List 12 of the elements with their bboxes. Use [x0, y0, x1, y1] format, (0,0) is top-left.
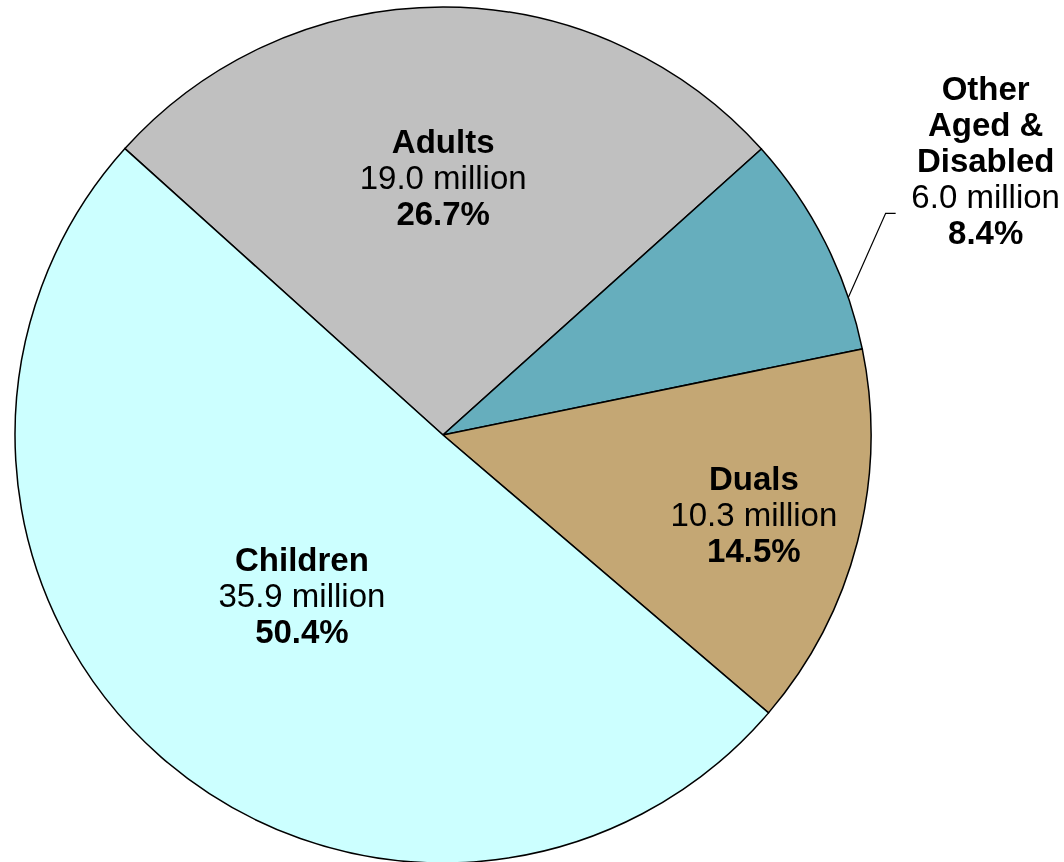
text: 8.4% — [948, 214, 1024, 252]
text: 26.7% — [396, 195, 490, 233]
data-label: 6.0 million — [911, 178, 1060, 216]
slice-label: Duals — [708, 460, 799, 498]
text: 14.5% — [707, 532, 801, 570]
data-label: 35.9 million — [218, 576, 386, 614]
slice-label: Children — [235, 540, 369, 578]
slice-label: Other Aged & Disabled — [916, 70, 1055, 180]
slice-label: Adults — [391, 123, 495, 161]
data-label: 10.3 million — [670, 496, 838, 534]
text: 50.4% — [255, 612, 349, 650]
data-label: 19.0 million — [359, 159, 527, 197]
